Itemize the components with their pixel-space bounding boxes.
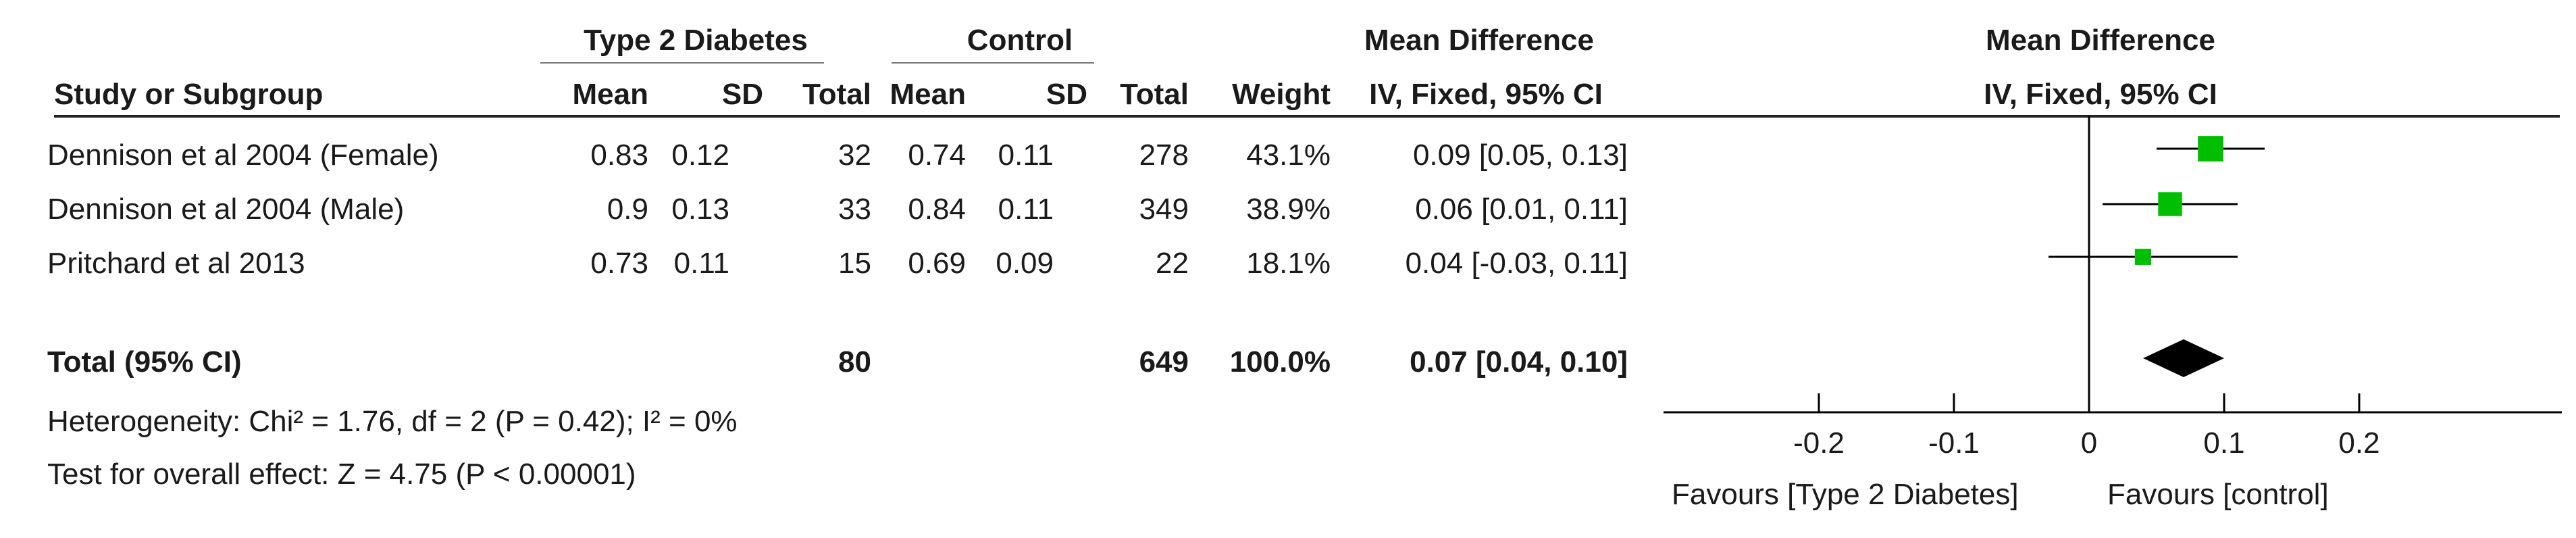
header-bottom-rule [54, 115, 2560, 118]
sd1-header: SD [721, 78, 763, 111]
group2-header: Control [967, 24, 1073, 57]
sd2-header: SD [1046, 78, 1087, 111]
study-total2: 349 [1139, 193, 1189, 226]
total-row-label: Total (95% CI) [47, 345, 242, 378]
study-effect-square [2198, 136, 2223, 162]
study-total1: 32 [838, 139, 871, 172]
mean1-header: Mean [572, 78, 648, 111]
study-sd1: 0.13 [671, 193, 729, 226]
total-row-total1: 80 [838, 345, 871, 378]
plot-title: Mean Difference [1986, 24, 2215, 57]
x-axis-tick-label: 0.2 [2338, 426, 2379, 460]
study-ci: 0.06 [0.01, 0.11] [1415, 193, 1628, 226]
study-ci: 0.04 [-0.03, 0.11] [1405, 247, 1628, 280]
study-name: Pritchard et al 2013 [47, 247, 305, 280]
study-total1: 33 [838, 193, 871, 226]
study-effect-square [2135, 249, 2151, 265]
study-effect-square [2158, 192, 2182, 216]
heterogeneity-text: Heterogeneity: Chi² = 1.76, df = 2 (P = … [47, 405, 738, 438]
total1-header: Total [802, 78, 871, 111]
study-weight: 18.1% [1246, 247, 1331, 280]
study-sd2: 0.09 [996, 247, 1054, 280]
study-mean2: 0.74 [908, 139, 966, 172]
plot-method-header: IV, Fixed, 95% CI [1984, 78, 2217, 111]
favours-left-label: Favours [Type 2 Diabetes] [1672, 478, 2019, 511]
study-weight: 43.1% [1246, 139, 1331, 172]
total-row-ci: 0.07 [0.04, 0.10] [1410, 345, 1628, 378]
study-weight: 38.9% [1246, 193, 1331, 226]
study-column-header: Study or Subgroup [54, 78, 324, 111]
study-sd1: 0.12 [671, 139, 729, 172]
study-sd2: 0.11 [998, 193, 1054, 226]
method-header: IV, Fixed, 95% CI [1369, 78, 1603, 111]
group2-header-rule [892, 62, 1094, 64]
total-row-weight: 100.0% [1229, 345, 1331, 378]
study-mean2: 0.84 [908, 193, 966, 226]
study-mean1: 0.83 [590, 139, 648, 172]
study-total2: 22 [1156, 247, 1189, 280]
study-ci: 0.09 [0.05, 0.13] [1412, 139, 1628, 172]
effect-header: Mean Difference [1364, 24, 1594, 57]
total2-header: Total [1120, 78, 1189, 111]
study-total1: 15 [838, 247, 871, 280]
study-mean2: 0.69 [908, 247, 966, 280]
x-axis-tick-label: 0.1 [2203, 426, 2244, 460]
group1-header-rule [540, 62, 824, 64]
group1-header: Type 2 Diabetes [584, 24, 808, 57]
x-axis-tick-label: 0 [2081, 426, 2097, 460]
weight-header: Weight [1232, 78, 1331, 111]
study-name: Dennison et al 2004 (Female) [47, 139, 439, 172]
study-sd1: 0.11 [673, 247, 729, 280]
x-axis-tick-label: -0.2 [1793, 426, 1845, 460]
study-name: Dennison et al 2004 (Male) [47, 193, 405, 226]
overall-effect-text: Test for overall effect: Z = 4.75 (P < 0… [47, 458, 636, 491]
study-sd2: 0.11 [998, 139, 1054, 172]
total-row-total2: 649 [1139, 345, 1189, 378]
x-axis-tick-label: -0.1 [1928, 426, 1980, 460]
study-mean1: 0.9 [607, 193, 648, 226]
mean2-header: Mean [890, 78, 966, 111]
study-total2: 278 [1139, 139, 1189, 172]
pooled-effect-diamond [2143, 339, 2224, 377]
study-mean1: 0.73 [590, 247, 648, 280]
favours-right-label: Favours [control] [2107, 478, 2329, 511]
